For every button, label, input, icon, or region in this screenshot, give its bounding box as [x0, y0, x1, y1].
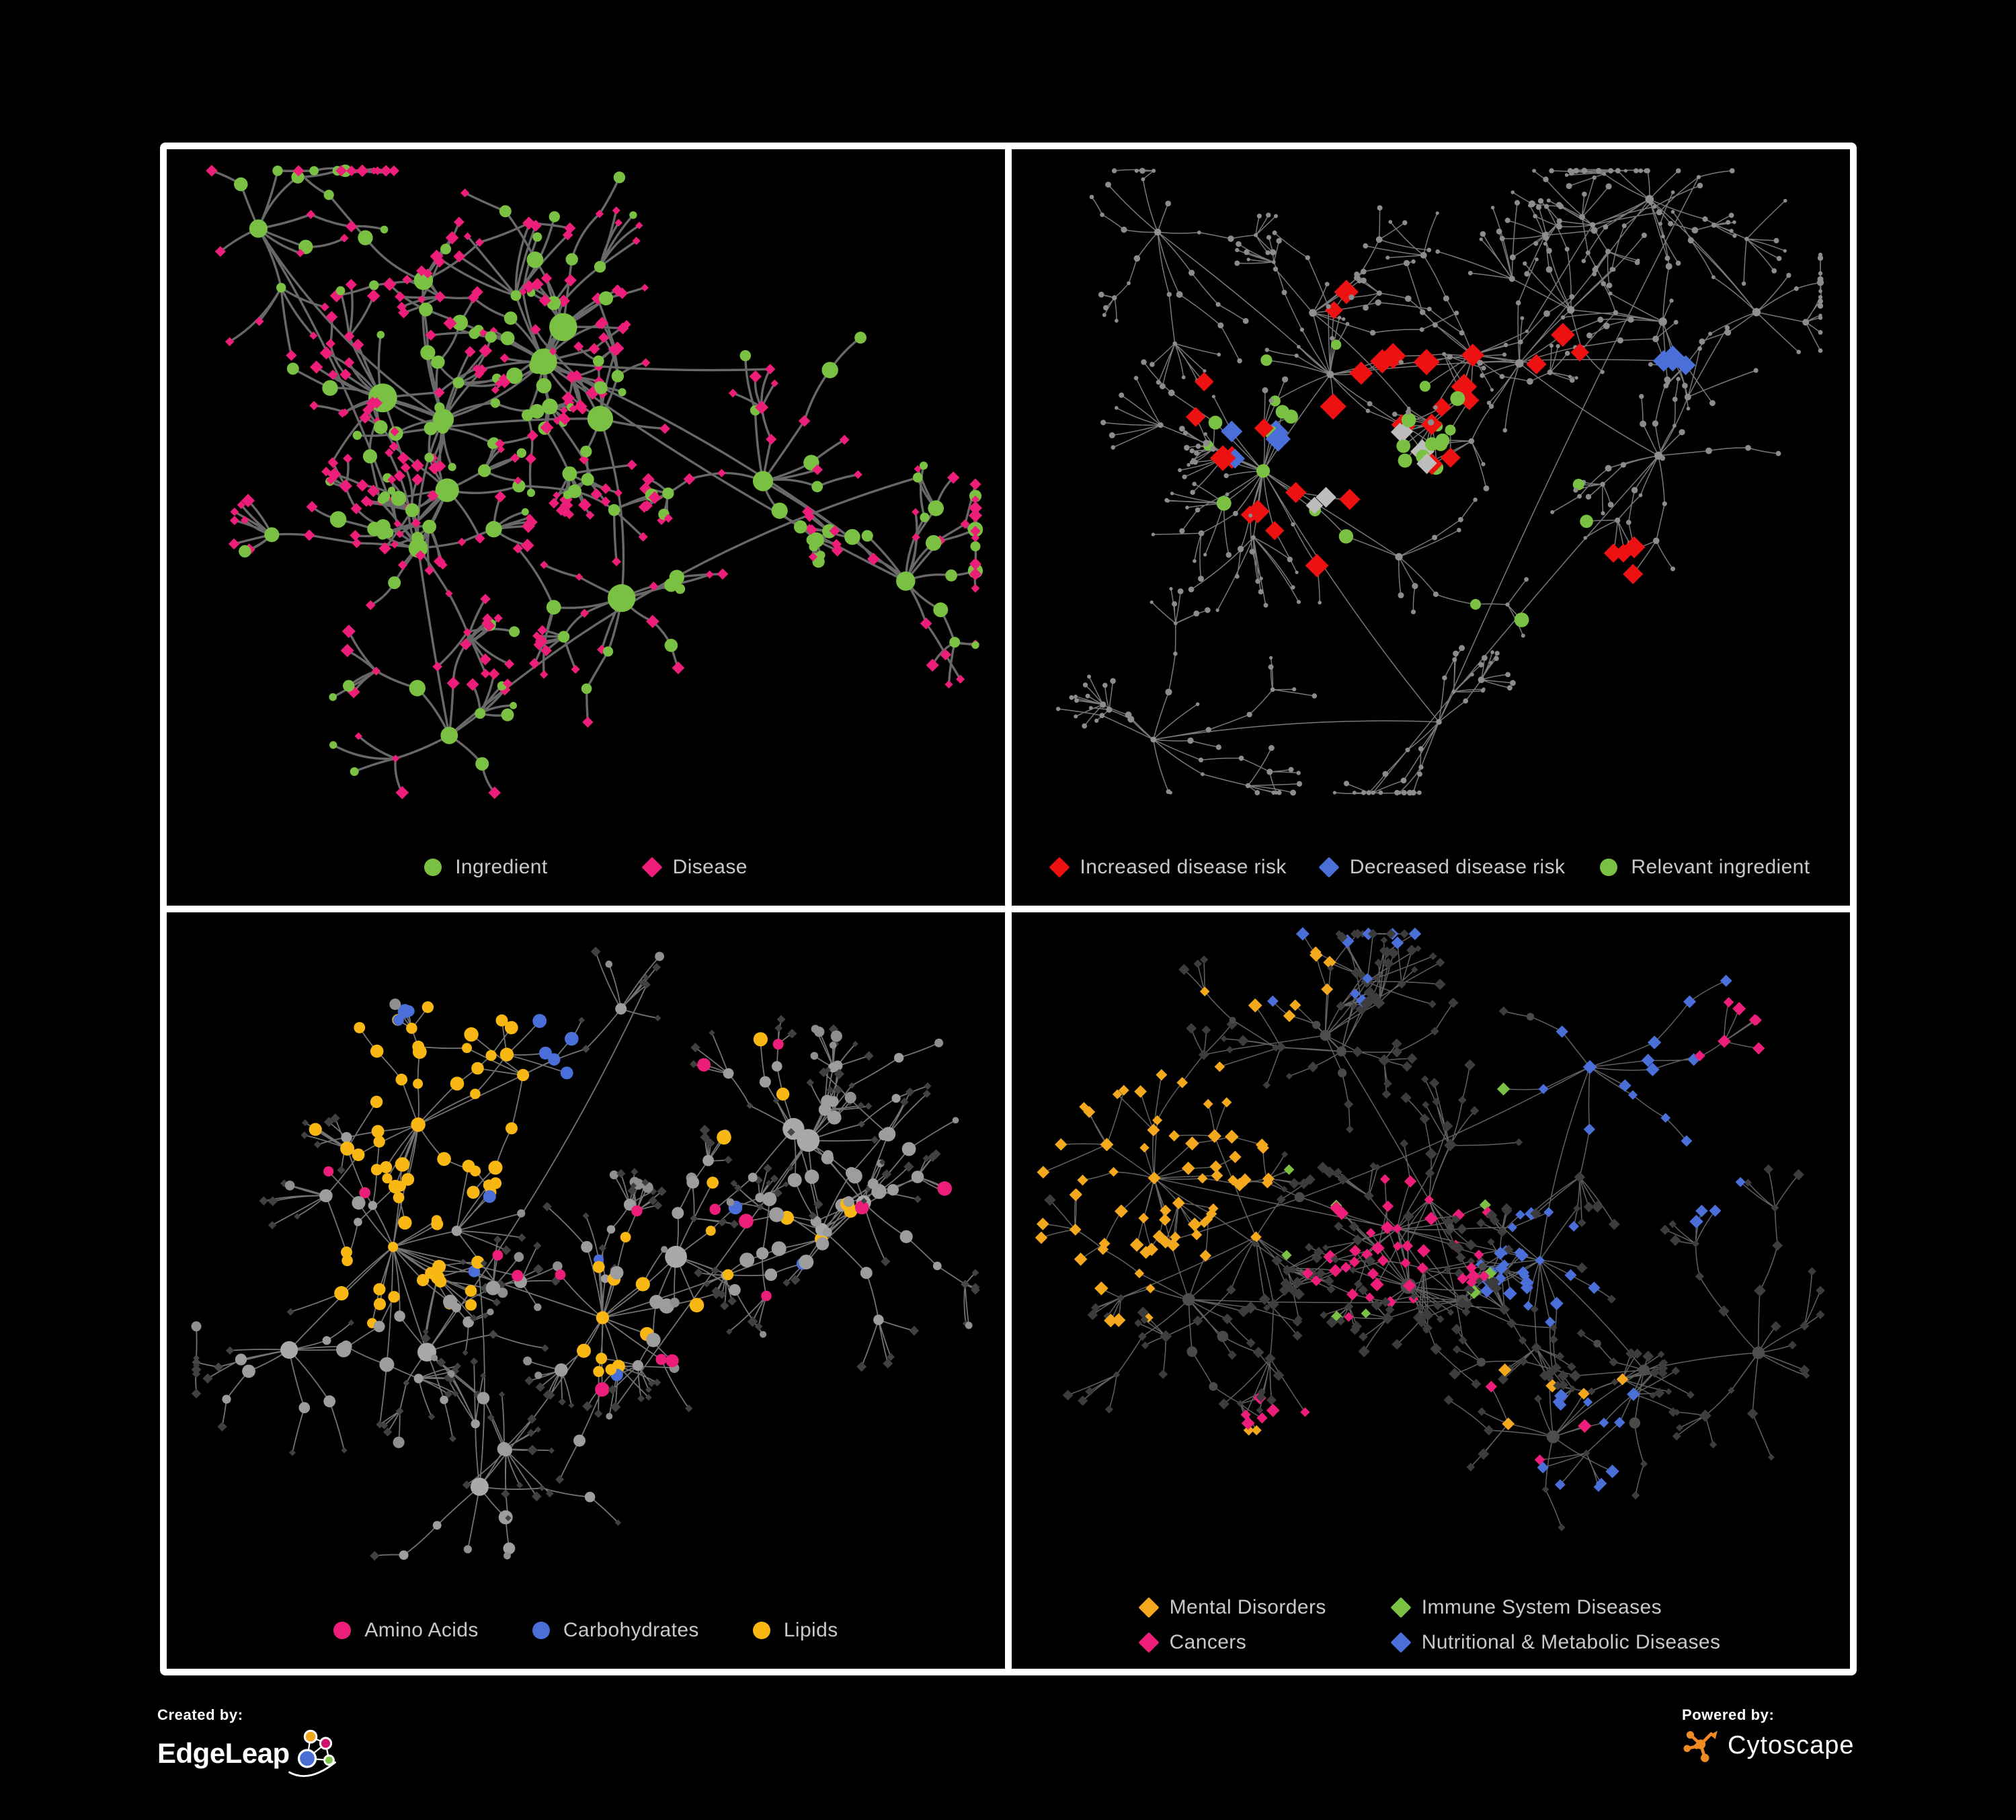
powered-by-label: Powered by: [1682, 1706, 1775, 1723]
increased-disease-risk-marker-icon [1048, 857, 1070, 878]
created-by-credit: Created by: EdgeLeap [157, 1706, 341, 1780]
nutrient-class-network-graph [191, 947, 980, 1561]
lipids-marker-icon [752, 1622, 770, 1639]
disease-category-network-graph [1035, 926, 1825, 1532]
created-by-label: Created by: [157, 1706, 243, 1723]
ingredient-disease-network-graph [206, 164, 983, 799]
legend-item-amino-acids: Amino Acids [333, 1619, 478, 1642]
legend-ingredient-disease: Ingredient Disease [167, 856, 1005, 879]
legend-label: Amino Acids [364, 1619, 479, 1641]
edgeleap-logo: EdgeLeap [157, 1727, 341, 1780]
cytoscape-wordmark: Cytoscape [1728, 1731, 1855, 1759]
decreased-disease-risk-marker-icon [1318, 857, 1340, 878]
legend-item-cancers: Cancers [1138, 1631, 1326, 1654]
legend-label: Carbohydrates [563, 1619, 699, 1641]
legend-label: Increased disease risk [1080, 856, 1287, 878]
edgeleap-wordmark: EdgeLeap [157, 1737, 290, 1769]
edgeleap-network-icon [288, 1729, 337, 1777]
panel-nutrient-classes: Amino Acids Carbohydrates Lipids [167, 912, 1005, 1669]
mental-disorders-marker-icon [1138, 1597, 1160, 1618]
legend-item-disease: Disease [641, 856, 748, 879]
immune-system-diseases-marker-icon [1390, 1597, 1412, 1618]
legend-item-increased-disease-risk: Increased disease risk [1048, 856, 1287, 879]
legend-item-ingredient: Ingredient [424, 856, 547, 879]
legend-label: Immune System Diseases [1421, 1596, 1662, 1618]
legend-disease-categories: Mental Disorders Immune System Diseases Ca… [1012, 1596, 1850, 1654]
cytoscape-logo: Cytoscape [1682, 1727, 1855, 1764]
legend-item-immune-system-diseases: Immune System Diseases [1390, 1596, 1721, 1619]
legend-label: Relevant ingredient [1631, 856, 1810, 878]
nutritional-metabolic-diseases-marker-icon [1390, 1632, 1412, 1653]
legend-label: Disease [672, 856, 748, 878]
legend-item-mental-disorders: Mental Disorders [1138, 1596, 1326, 1619]
legend-label: Lipids [783, 1619, 838, 1641]
cancers-marker-icon [1138, 1632, 1160, 1653]
powered-by-credit: Powered by: Cytoscape [1682, 1706, 1855, 1764]
panel-disease-risk: Increased disease risk Decreased disease … [1012, 149, 1850, 906]
cytoscape-network-icon [1683, 1731, 1718, 1762]
legend-disease-risk: Increased disease risk Decreased disease … [1012, 856, 1850, 879]
legend-item-lipids: Lipids [752, 1619, 838, 1642]
legend-nutrient-classes: Amino Acids Carbohydrates Lipids [167, 1619, 1005, 1642]
legend-item-decreased-disease-risk: Decreased disease risk [1318, 856, 1566, 879]
legend-label: Mental Disorders [1169, 1596, 1326, 1618]
panel-ingredient-disease: Ingredient Disease [167, 149, 1005, 906]
relevant-ingredient-marker-icon [1600, 859, 1618, 876]
panel-grid: Ingredient Disease Increased disease risk… [160, 143, 1857, 1675]
legend-item-nutritional-metabolic-diseases: Nutritional & Metabolic Diseases [1390, 1631, 1721, 1654]
panel-disease-categories: Mental Disorders Immune System Diseases Ca… [1012, 912, 1850, 1669]
legend-label: Decreased disease risk [1349, 856, 1566, 878]
legend-item-relevant-ingredient: Relevant ingredient [1600, 856, 1810, 879]
legend-label: Cancers [1169, 1631, 1247, 1653]
legend-label: Ingredient [455, 856, 548, 878]
disease-risk-network-graph [1055, 167, 1824, 796]
legend-label: Nutritional & Metabolic Diseases [1421, 1631, 1721, 1653]
legend-item-carbohydrates: Carbohydrates [532, 1619, 699, 1642]
amino-acids-marker-icon [333, 1622, 352, 1639]
carbohydrates-marker-icon [532, 1622, 550, 1639]
disease-marker-icon [641, 857, 663, 878]
ingredient-marker-icon [424, 859, 442, 876]
